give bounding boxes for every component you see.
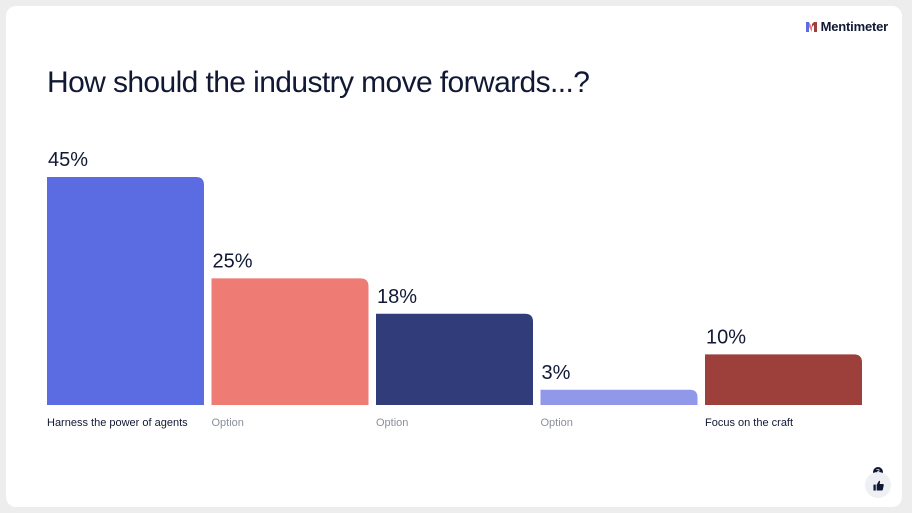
thumbs-up-icon [872,480,884,491]
bar-4 [705,354,862,405]
brand: Mentimeter [805,19,889,34]
bar-value-label-4: 10% [706,326,746,348]
category-label-3: Option [541,417,573,429]
question-title: How should the industry move forwards...… [47,66,590,99]
category-label-4: Focus on the craft [705,417,793,429]
category-label-1: Option [212,417,244,429]
bar-value-label-0: 45% [48,149,88,171]
brand-name: Mentimeter [820,19,889,34]
bar-value-label-1: 25% [213,250,253,272]
category-label-2: Option [376,417,408,429]
mentimeter-logo-icon [805,21,817,32]
category-label-0: Harness the power of agents [47,417,188,429]
bar-0 [47,177,204,405]
bar-value-label-3: 3% [542,362,571,384]
bar-3 [540,389,698,405]
bar-2 [376,313,533,405]
like-button[interactable] [865,472,891,498]
bar-1 [211,278,369,405]
bar-value-label-2: 18% [377,286,417,308]
